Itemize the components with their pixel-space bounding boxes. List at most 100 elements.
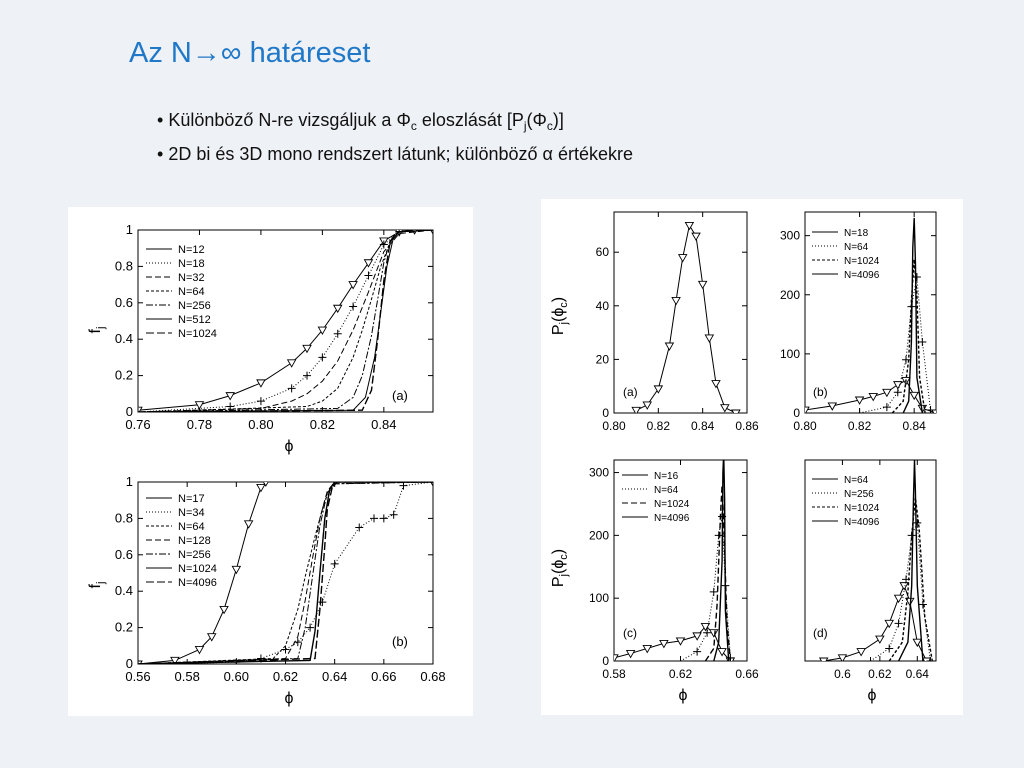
data-point bbox=[855, 409, 864, 413]
data-point bbox=[263, 482, 269, 487]
data-point bbox=[899, 582, 909, 591]
bullet-subscript: c bbox=[410, 119, 417, 133]
x-tick-label: 0.58 bbox=[175, 669, 200, 684]
data-point bbox=[363, 259, 374, 268]
y-axis-label-part: c bbox=[558, 554, 570, 560]
panel-label: (b) bbox=[392, 634, 408, 649]
data-point bbox=[837, 654, 848, 661]
y-tick-label: 100 bbox=[589, 591, 609, 605]
y-axis-label: Pj(ϕc) bbox=[550, 549, 570, 587]
x-tick-label: 0.82 bbox=[647, 419, 671, 433]
series-line bbox=[713, 460, 730, 661]
data-point bbox=[364, 271, 373, 280]
legend-label: N=64 bbox=[844, 475, 869, 486]
y-tick-label: 40 bbox=[596, 299, 610, 313]
y-axis-label-part: P bbox=[550, 576, 567, 587]
x-tick-label: 0.6 bbox=[834, 667, 851, 681]
y-axis-label-part: (ϕ bbox=[550, 560, 567, 574]
data-point bbox=[642, 644, 653, 654]
data-point bbox=[818, 657, 829, 661]
data-point bbox=[306, 623, 315, 632]
data-point bbox=[379, 240, 388, 249]
data-point bbox=[675, 637, 686, 646]
series-line bbox=[870, 522, 931, 661]
y-tick-label: 0.4 bbox=[115, 583, 133, 598]
y-axis-label-part: P bbox=[550, 324, 567, 335]
data-point bbox=[219, 605, 229, 615]
data-point bbox=[693, 647, 702, 656]
data-point bbox=[912, 273, 921, 282]
y-axis-label-part: j bbox=[95, 327, 107, 330]
legend-label: N=64 bbox=[654, 485, 679, 496]
y-tick-label: 0.2 bbox=[115, 620, 133, 635]
legend-label: N=16 bbox=[654, 471, 679, 482]
legend-label: N=4096 bbox=[178, 577, 217, 589]
data-point bbox=[317, 326, 328, 336]
data-point bbox=[894, 619, 903, 628]
bullet-marker: • bbox=[157, 144, 164, 164]
legend-label: N=17 bbox=[178, 493, 205, 505]
data-point bbox=[379, 514, 388, 523]
y-tick-label: 300 bbox=[589, 466, 609, 480]
data-point bbox=[893, 594, 904, 604]
series-line bbox=[859, 276, 931, 413]
data-point bbox=[138, 660, 143, 664]
y-axis-label-part: (ϕ bbox=[550, 308, 567, 322]
series-line bbox=[823, 584, 928, 661]
x-tick-label: 0.82 bbox=[848, 419, 872, 433]
data-point bbox=[868, 392, 879, 402]
legend-label: N=34 bbox=[178, 507, 205, 519]
data-point bbox=[333, 329, 342, 338]
series-line bbox=[138, 482, 433, 664]
panel-label: (a) bbox=[623, 385, 638, 399]
y-axis-label-part: j bbox=[558, 574, 570, 577]
y-axis-label: fj bbox=[87, 327, 107, 334]
x-tick-label: 0.62 bbox=[669, 667, 693, 681]
y-axis-label-part: j bbox=[558, 322, 570, 325]
data-point bbox=[918, 338, 927, 347]
panel-label: (c) bbox=[623, 626, 637, 640]
x-tick-label: 0.58 bbox=[602, 667, 626, 681]
panel-label: (d) bbox=[813, 626, 828, 640]
series-line bbox=[897, 460, 924, 661]
plot-frame bbox=[804, 211, 937, 414]
data-point bbox=[625, 650, 636, 659]
data-point bbox=[677, 254, 688, 263]
data-point bbox=[926, 406, 935, 413]
data-point bbox=[884, 619, 894, 629]
y-tick-label: 100 bbox=[780, 347, 800, 361]
bullet-subscript: j bbox=[523, 119, 527, 133]
series-line bbox=[635, 224, 737, 413]
y-axis-label: fj bbox=[87, 582, 107, 589]
x-tick-label: 0.66 bbox=[735, 667, 759, 681]
data-point bbox=[805, 406, 810, 413]
legend-label: N=1024 bbox=[844, 503, 880, 514]
bullet-item-2: • 2D bi és 3D mono rendszert látunk; kül… bbox=[157, 140, 633, 168]
data-point bbox=[882, 403, 891, 412]
series-line bbox=[138, 482, 433, 664]
data-point bbox=[893, 381, 903, 390]
data-point bbox=[671, 296, 681, 306]
bullet-list: • Különböző N-re vizsgáljuk a Φc eloszlá… bbox=[157, 106, 633, 168]
data-point bbox=[206, 633, 217, 642]
data-point bbox=[711, 380, 721, 389]
data-point bbox=[281, 645, 290, 654]
data-point bbox=[676, 657, 685, 661]
bullet-marker: • bbox=[157, 110, 164, 130]
x-tick-label: 0.64 bbox=[322, 669, 347, 684]
x-axis-label: ϕ bbox=[868, 687, 877, 704]
x-tick-label: 0.80 bbox=[793, 419, 817, 433]
series-line bbox=[614, 625, 731, 661]
legend-label: N=1024 bbox=[178, 328, 217, 340]
data-point bbox=[882, 388, 892, 398]
data-point bbox=[714, 531, 723, 540]
panel-label: (a) bbox=[392, 388, 408, 403]
series-line bbox=[138, 482, 433, 664]
x-tick-label: 0.80 bbox=[602, 419, 626, 433]
legend-label: N=64 bbox=[178, 521, 205, 533]
x-tick-label: 0.62 bbox=[868, 667, 892, 681]
bullet-text: (Φ bbox=[526, 110, 547, 130]
y-tick-label: 1 bbox=[126, 222, 133, 237]
plot-frame bbox=[137, 229, 434, 413]
y-tick-label: 0 bbox=[793, 406, 800, 420]
